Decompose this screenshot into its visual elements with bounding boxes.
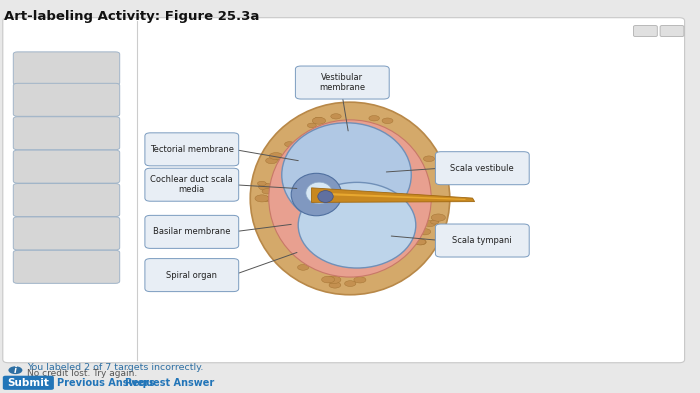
Ellipse shape — [321, 276, 335, 283]
Ellipse shape — [258, 183, 273, 191]
Ellipse shape — [251, 102, 449, 295]
Polygon shape — [318, 193, 466, 200]
FancyBboxPatch shape — [13, 117, 120, 150]
Ellipse shape — [415, 239, 426, 245]
Ellipse shape — [269, 120, 431, 277]
Ellipse shape — [312, 118, 326, 124]
FancyBboxPatch shape — [145, 215, 239, 248]
FancyBboxPatch shape — [634, 26, 657, 37]
Text: Basilar membrane: Basilar membrane — [153, 228, 230, 236]
Ellipse shape — [314, 117, 323, 122]
Ellipse shape — [424, 156, 435, 162]
Text: Cochlear duct scala
media: Cochlear duct scala media — [150, 175, 233, 195]
Ellipse shape — [275, 156, 284, 160]
Ellipse shape — [262, 196, 272, 202]
FancyBboxPatch shape — [435, 152, 529, 185]
FancyBboxPatch shape — [660, 26, 684, 37]
FancyBboxPatch shape — [13, 250, 120, 283]
FancyBboxPatch shape — [295, 66, 389, 99]
Text: Spiral organ: Spiral organ — [167, 271, 217, 279]
FancyBboxPatch shape — [435, 224, 529, 257]
Ellipse shape — [258, 181, 266, 186]
Text: Art-labeling Activity: Figure 25.3a: Art-labeling Activity: Figure 25.3a — [4, 10, 259, 23]
Polygon shape — [312, 188, 475, 202]
FancyBboxPatch shape — [145, 133, 239, 166]
Ellipse shape — [326, 276, 341, 283]
FancyBboxPatch shape — [145, 168, 239, 201]
Text: No credit lost. Try again.: No credit lost. Try again. — [27, 369, 136, 378]
Ellipse shape — [298, 264, 309, 270]
Text: Scala vestibule: Scala vestibule — [450, 164, 514, 173]
Ellipse shape — [424, 220, 436, 226]
Ellipse shape — [307, 123, 316, 128]
Ellipse shape — [262, 189, 272, 194]
Circle shape — [8, 366, 22, 374]
Ellipse shape — [270, 152, 283, 160]
FancyBboxPatch shape — [13, 184, 120, 217]
Text: Submit: Submit — [7, 378, 49, 388]
Ellipse shape — [369, 116, 379, 121]
FancyBboxPatch shape — [13, 150, 120, 183]
Text: Request Answer: Request Answer — [125, 378, 214, 388]
Ellipse shape — [266, 158, 277, 163]
Text: Vestibular
membrane: Vestibular membrane — [319, 73, 365, 92]
Ellipse shape — [291, 173, 342, 216]
Ellipse shape — [255, 195, 269, 202]
Ellipse shape — [298, 182, 416, 268]
Ellipse shape — [354, 277, 366, 283]
FancyBboxPatch shape — [3, 376, 54, 390]
FancyBboxPatch shape — [3, 18, 685, 363]
FancyBboxPatch shape — [13, 217, 120, 250]
Text: You labeled 2 of 7 targets incorrectly.: You labeled 2 of 7 targets incorrectly. — [27, 363, 203, 372]
Text: Tectorial membrane: Tectorial membrane — [150, 145, 234, 154]
Ellipse shape — [306, 182, 332, 204]
Ellipse shape — [331, 114, 341, 119]
Ellipse shape — [329, 282, 341, 288]
Ellipse shape — [430, 220, 439, 224]
Ellipse shape — [285, 141, 295, 147]
Ellipse shape — [419, 229, 430, 235]
Text: i: i — [14, 366, 17, 375]
Text: Previous Answers: Previous Answers — [57, 378, 155, 388]
Ellipse shape — [414, 239, 426, 245]
Ellipse shape — [382, 118, 393, 123]
Text: Scala tympani: Scala tympani — [452, 236, 512, 245]
FancyBboxPatch shape — [13, 52, 120, 85]
Ellipse shape — [281, 123, 412, 227]
Ellipse shape — [318, 191, 333, 202]
FancyBboxPatch shape — [145, 259, 239, 292]
Ellipse shape — [344, 281, 356, 286]
FancyBboxPatch shape — [13, 83, 120, 116]
Ellipse shape — [431, 214, 445, 221]
